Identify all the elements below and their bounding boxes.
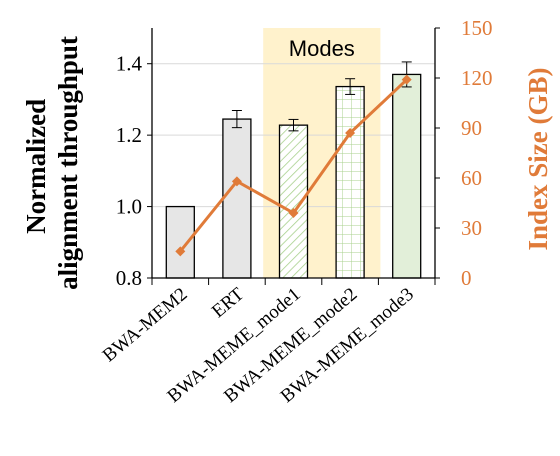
line-point [288,208,299,218]
y-tick-label: 1.0 [116,195,142,219]
category-label: BWA-MEM2 [99,284,192,367]
line-point [401,74,412,85]
bar [165,205,195,279]
y2-tick-label: 120 [461,66,493,90]
y-axis-label-left: Normalized alignment throughput [21,36,83,290]
axes [151,28,436,285]
y2-tick-label: 0 [461,266,472,290]
y2-tick-label: 30 [461,216,482,240]
line-point [345,128,356,138]
index-size-line [175,74,412,257]
bar [335,85,365,279]
y-tick-label: 1.4 [116,52,143,76]
category-label: ERT [208,283,248,322]
bar [222,118,252,279]
y-tick-label: 1.2 [116,123,142,147]
left-ticks: 0.8 1.0 1.2 1.4 [116,52,152,290]
y2-tick-label: 90 [461,116,482,140]
bar [392,73,422,279]
y-axis-label-line-2: alignment throughput [53,36,83,290]
y-axis-label-right: Index Size (GB) [523,67,553,250]
line-point [175,246,186,257]
bar [278,124,309,279]
y2-tick-label: 60 [461,166,482,190]
y-axis-label-line-1: Normalized [21,99,51,234]
category-labels: BWA-MEM2 ERTBWA-MEME_mode1BWA-MEME_mode2B… [99,283,418,407]
y2-tick-label: 150 [461,16,493,40]
modes-annotation: Modes [289,36,355,61]
right-ticks: 0 30 60 90 120 150 [435,16,493,290]
line-point [231,176,242,187]
y-tick-label: 0.8 [116,266,142,290]
